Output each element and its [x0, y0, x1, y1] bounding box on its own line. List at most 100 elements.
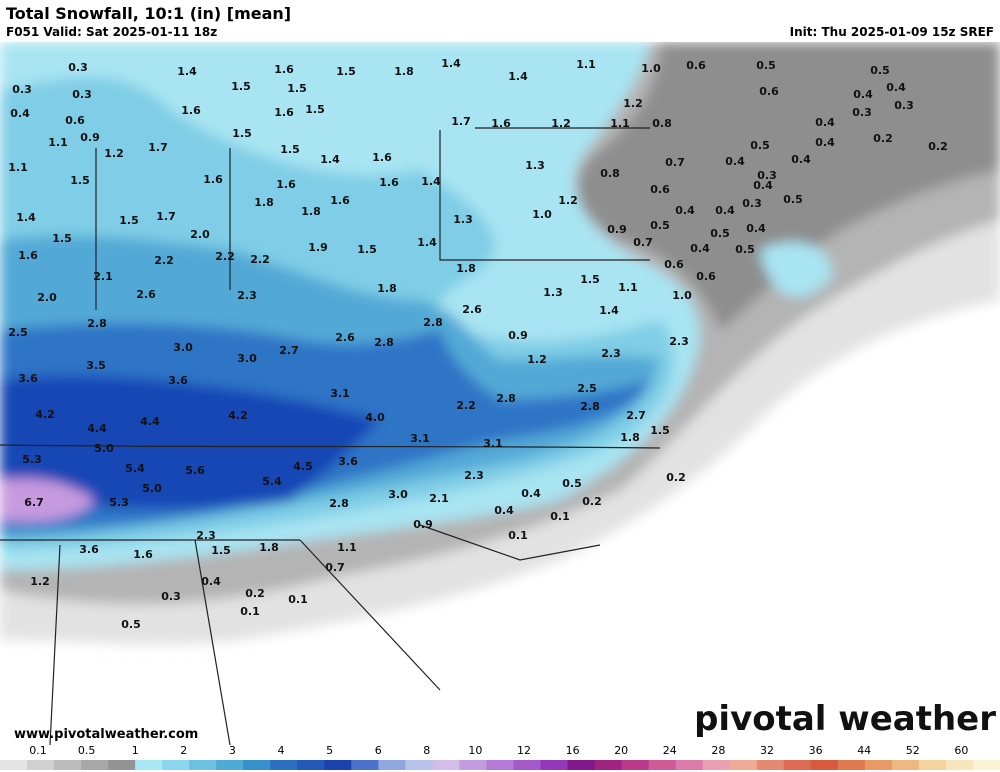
snowfall-value: 1.6: [18, 249, 38, 262]
colorbar-swatch: [297, 760, 325, 770]
snowfall-value: 1.8: [456, 262, 476, 275]
colorbar-swatch: [945, 760, 974, 770]
snowfall-value: 2.5: [8, 326, 28, 339]
snowfall-value: 0.6: [696, 270, 716, 283]
colorbar-label: 12: [517, 744, 531, 757]
colorbar-swatch: [243, 760, 271, 770]
snowfall-value: 1.1: [576, 58, 596, 71]
snowfall-value: 1.6: [491, 117, 511, 130]
colorbar-label: 28: [711, 744, 725, 757]
snowfall-value: 1.6: [330, 194, 350, 207]
snowfall-value: 1.6: [133, 548, 153, 561]
colorbar-swatch: [810, 760, 839, 770]
snowfall-value: 1.4: [599, 304, 619, 317]
snowfall-value: 1.5: [650, 424, 670, 437]
snowfall-value: 2.6: [462, 303, 482, 316]
colorbar-swatch: [675, 760, 704, 770]
colorbar-label: 0.1: [29, 744, 47, 757]
snowfall-value: 2.3: [237, 289, 257, 302]
colorbar-swatch: [108, 760, 136, 770]
snowfall-value: 2.2: [250, 253, 270, 266]
snowfall-value: 0.7: [633, 236, 653, 249]
snowfall-value: 0.6: [65, 114, 85, 127]
colorbar-label: 20: [614, 744, 628, 757]
snowfall-value: 1.5: [119, 214, 139, 227]
snowfall-value: 0.3: [852, 106, 872, 119]
snowfall-value: 1.6: [274, 106, 294, 119]
colorbar-label: 5: [326, 744, 333, 757]
colorbar-swatch: [567, 760, 596, 770]
snowfall-value: 0.1: [288, 593, 308, 606]
snowfall-value: 2.3: [601, 347, 621, 360]
snowfall-value: 0.5: [650, 219, 670, 232]
snowfall-value: 1.4: [441, 57, 461, 70]
snowfall-value: 0.5: [870, 64, 890, 77]
snowfall-value: 2.3: [669, 335, 689, 348]
snowfall-value: 4.5: [293, 460, 313, 473]
colorbar-swatch: [837, 760, 866, 770]
snowfall-value: 4.0: [365, 411, 385, 424]
snowfall-value: 6.7: [24, 496, 44, 509]
snowfall-value: 2.7: [279, 344, 299, 357]
init-time: Init: Thu 2025-01-09 15z SREF: [790, 25, 994, 39]
snowfall-value: 0.4: [725, 155, 745, 168]
snowfall-value: 3.1: [330, 387, 350, 400]
snowfall-value: 1.0: [672, 289, 692, 302]
snowfall-value: 0.2: [928, 140, 948, 153]
snowfall-value: 1.8: [620, 431, 640, 444]
colorbar-swatch: [702, 760, 731, 770]
snowfall-value: 1.5: [52, 232, 72, 245]
snowfall-value: 0.4: [746, 222, 766, 235]
snowfall-value: 1.4: [177, 65, 197, 78]
snowfall-value: 1.2: [558, 194, 578, 207]
colorbar-label: 6: [375, 744, 382, 757]
snowfall-value: 2.0: [37, 291, 57, 304]
colorbar-swatch: [432, 760, 460, 770]
snowfall-value: 0.3: [757, 169, 777, 182]
snowfall-value: 1.4: [320, 153, 340, 166]
snowfall-value: 0.4: [690, 242, 710, 255]
colorbar-swatch: [648, 760, 677, 770]
colorbar-swatch: [216, 760, 244, 770]
colorbar-label: 8: [423, 744, 430, 757]
snowfall-value: 0.4: [815, 136, 835, 149]
colorbar-label: 60: [954, 744, 968, 757]
snowfall-value: 5.0: [142, 482, 162, 495]
colorbar-swatch: [351, 760, 379, 770]
snowfall-value: 1.4: [421, 175, 441, 188]
snowfall-value: 1.1: [8, 161, 28, 174]
colorbar-label: 52: [906, 744, 920, 757]
colorbar-label: 10: [468, 744, 482, 757]
colorbar-swatch: [81, 760, 109, 770]
snowfall-value: 1.3: [453, 213, 473, 226]
snowfall-value: 1.8: [394, 65, 414, 78]
snowfall-value: 0.2: [873, 132, 893, 145]
snowfall-value: 3.1: [483, 437, 503, 450]
colorbar-swatch: [459, 760, 487, 770]
snowfall-value: 0.3: [68, 61, 88, 74]
snowfall-value: 0.5: [756, 59, 776, 72]
snowfall-value: 0.1: [508, 529, 528, 542]
snowfall-value: 5.3: [109, 496, 129, 509]
snowfall-value: 0.9: [607, 223, 627, 236]
snowfall-value: 1.5: [305, 103, 325, 116]
snowfall-value: 0.6: [664, 258, 684, 271]
colorbar-swatch: [972, 760, 1000, 770]
colorbar-label: 1: [132, 744, 139, 757]
snowfall-value: 2.2: [154, 254, 174, 267]
snowfall-value: 2.6: [335, 331, 355, 344]
snowfall-value: 5.3: [22, 453, 42, 466]
snowfall-value: 1.5: [280, 143, 300, 156]
snowfall-value: 0.4: [815, 116, 835, 129]
colorbar-label: 16: [566, 744, 580, 757]
snowfall-value: 1.5: [336, 65, 356, 78]
snowfall-value: 0.5: [735, 243, 755, 256]
snowfall-value: 0.3: [72, 88, 92, 101]
snowfall-value: 1.5: [231, 80, 251, 93]
snowfall-value: 0.3: [894, 99, 914, 112]
snowfall-value: 1.6: [274, 63, 294, 76]
snowfall-value: 1.6: [372, 151, 392, 164]
snowfall-value: 1.2: [30, 575, 50, 588]
snowfall-value: 2.2: [456, 399, 476, 412]
colorbar-label: 36: [809, 744, 823, 757]
